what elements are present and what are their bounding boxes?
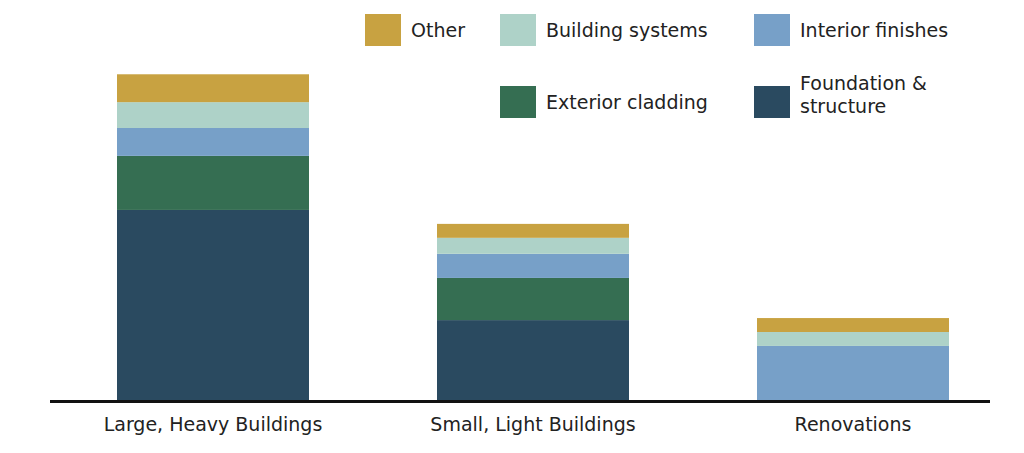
legend-label: Interior finishes bbox=[800, 19, 948, 41]
legend-item: Exterior cladding bbox=[500, 86, 708, 118]
legend-swatch bbox=[754, 86, 790, 118]
x-tick-label: Large, Heavy Buildings bbox=[104, 413, 323, 435]
bar-segment bbox=[757, 318, 949, 332]
chart-svg: Large, Heavy Buildings Small, Light Build… bbox=[0, 0, 1024, 453]
x-axis bbox=[50, 400, 990, 403]
legend-swatch bbox=[754, 14, 790, 46]
bar-segment bbox=[757, 332, 949, 346]
legend-swatch bbox=[500, 86, 536, 118]
legend-label: Exterior cladding bbox=[546, 91, 708, 113]
bar-segment bbox=[437, 238, 629, 254]
bar-segment bbox=[117, 156, 309, 210]
bar-segment bbox=[117, 210, 309, 400]
bar-segment bbox=[437, 278, 629, 320]
x-tick-label: Renovations bbox=[795, 413, 912, 435]
legend-item: Interior finishes bbox=[754, 14, 948, 46]
chart-container: Large, Heavy Buildings Small, Light Build… bbox=[0, 0, 1024, 453]
bar-segment bbox=[757, 346, 949, 400]
legend-label: Building systems bbox=[546, 19, 708, 41]
bar-segment bbox=[117, 128, 309, 156]
bar-segment bbox=[437, 224, 629, 238]
legend-swatch bbox=[500, 14, 536, 46]
x-tick-label: Small, Light Buildings bbox=[430, 413, 635, 435]
legend-swatch bbox=[365, 14, 401, 46]
bar-segment bbox=[117, 74, 309, 102]
bars bbox=[117, 74, 949, 400]
legend-label: Foundation &structure bbox=[800, 72, 927, 117]
legend-item: Foundation &structure bbox=[754, 72, 927, 118]
bar-segment bbox=[437, 254, 629, 278]
legend-item: Other bbox=[365, 14, 465, 46]
bar-segment bbox=[437, 320, 629, 400]
legend-label: Other bbox=[411, 19, 465, 41]
bar-segment bbox=[117, 102, 309, 128]
legend-item: Building systems bbox=[500, 14, 708, 46]
